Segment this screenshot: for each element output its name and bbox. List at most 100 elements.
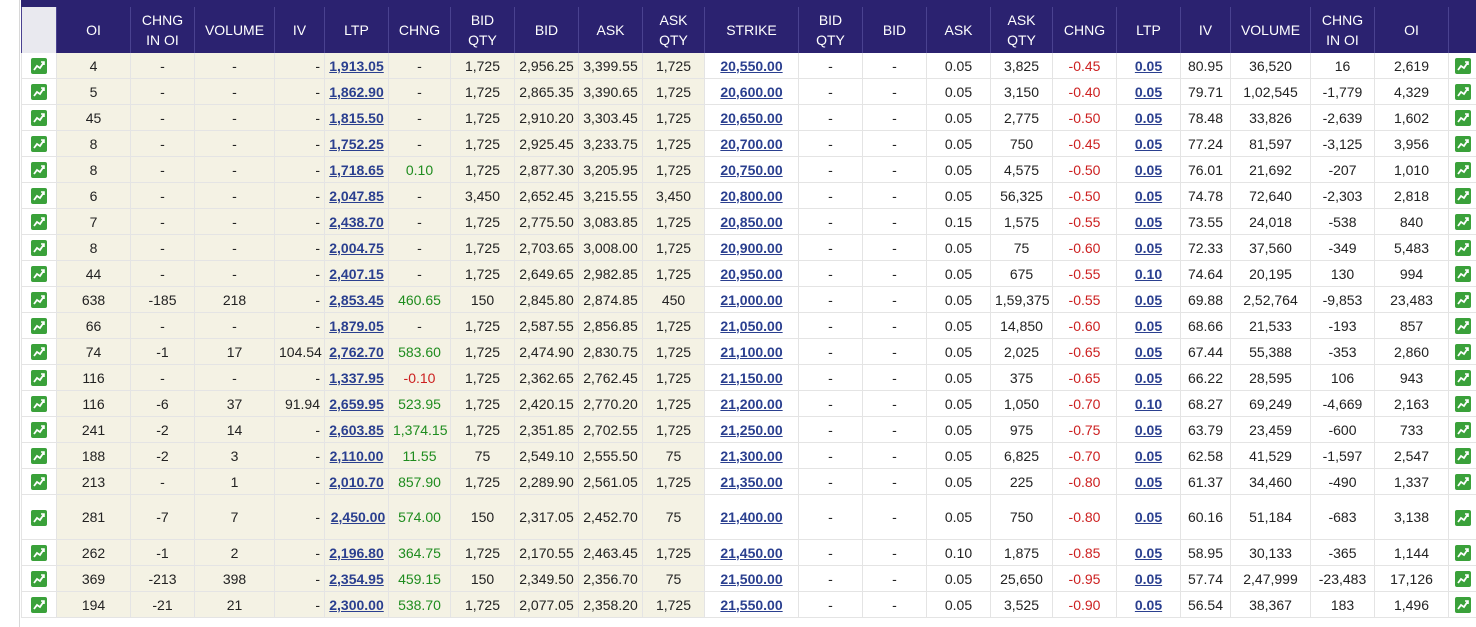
chart-line-icon[interactable] (1455, 188, 1472, 205)
put-ltp-link[interactable]: 0.05 (1134, 343, 1163, 360)
call-ltp-link[interactable]: 2,762.70 (329, 343, 384, 360)
strike-price-link[interactable]: 21,000.00 (720, 291, 783, 308)
chart-line-icon[interactable] (31, 571, 47, 588)
put-ltp-link[interactable]: 0.05 (1134, 473, 1163, 490)
call-ltp-link[interactable]: 1,815.50 (329, 109, 384, 126)
chart-line-icon[interactable] (31, 292, 47, 309)
chart-line-icon[interactable] (31, 266, 47, 283)
chart-line-icon[interactable] (1455, 509, 1472, 526)
chart-line-icon[interactable] (1455, 422, 1472, 439)
put-ltp-link[interactable]: 0.05 (1134, 57, 1163, 74)
call-ltp-link[interactable]: 2,407.15 (329, 265, 384, 282)
chart-line-icon[interactable] (1455, 318, 1472, 335)
put-ltp-link[interactable]: 0.05 (1134, 317, 1163, 334)
chart-line-icon[interactable] (31, 214, 47, 231)
call-ltp-link[interactable]: 1,913.05 (329, 57, 384, 74)
call-ltp-link[interactable]: 2,450.00 (330, 509, 386, 525)
chart-line-icon[interactable] (1455, 136, 1472, 153)
chart-line-icon[interactable] (31, 84, 47, 101)
call-ltp-link[interactable]: 2,354.95 (329, 570, 384, 587)
chart-line-icon[interactable] (31, 162, 47, 179)
strike-price-link[interactable]: 20,600.00 (720, 83, 783, 100)
put-ltp-link[interactable]: 0.05 (1134, 570, 1163, 587)
call-ltp-link[interactable]: 2,300.00 (329, 596, 384, 613)
put-ltp-link[interactable]: 0.05 (1134, 239, 1163, 256)
put-ltp-link[interactable]: 0.05 (1134, 421, 1163, 438)
call-ltp-link[interactable]: 1,752.25 (329, 135, 384, 152)
chart-line-icon[interactable] (1455, 162, 1472, 179)
chart-line-icon[interactable] (31, 370, 47, 387)
put-ltp-link[interactable]: 0.05 (1134, 369, 1163, 386)
call-ltp-link[interactable]: 2,010.70 (329, 473, 384, 490)
strike-price-link[interactable]: 20,850.00 (720, 213, 783, 230)
put-ltp-link[interactable]: 0.05 (1134, 596, 1163, 613)
strike-price-link[interactable]: 20,650.00 (720, 109, 783, 126)
strike-price-link[interactable]: 20,700.00 (720, 135, 783, 152)
chart-line-icon[interactable] (1455, 474, 1472, 491)
chart-line-icon[interactable] (1455, 58, 1472, 75)
strike-price-link[interactable]: 21,500.00 (720, 570, 783, 587)
call-ltp-link[interactable]: 2,047.85 (329, 187, 384, 204)
strike-price-link[interactable]: 21,300.00 (720, 447, 783, 464)
chart-line-icon[interactable] (31, 509, 47, 526)
chart-line-icon[interactable] (31, 396, 47, 413)
chart-line-icon[interactable] (31, 545, 47, 562)
chart-line-icon[interactable] (31, 136, 47, 153)
put-ltp-link[interactable]: 0.05 (1134, 447, 1163, 464)
strike-price-link[interactable]: 21,400.00 (720, 509, 783, 525)
put-ltp-link[interactable]: 0.05 (1134, 83, 1163, 100)
chart-line-icon[interactable] (31, 597, 47, 614)
chart-line-icon[interactable] (31, 448, 47, 465)
call-ltp-link[interactable]: 1,879.05 (329, 317, 384, 334)
strike-price-link[interactable]: 20,800.00 (720, 187, 783, 204)
chart-line-icon[interactable] (1455, 110, 1472, 127)
chart-line-icon[interactable] (1455, 448, 1472, 465)
call-ltp-link[interactable]: 2,853.45 (329, 291, 384, 308)
chart-line-icon[interactable] (31, 240, 47, 257)
strike-price-link[interactable]: 20,950.00 (720, 265, 783, 282)
chart-line-icon[interactable] (1455, 214, 1472, 231)
call-ltp-link[interactable]: 2,603.85 (329, 421, 384, 438)
call-ltp-link[interactable]: 2,438.70 (329, 213, 384, 230)
strike-price-link[interactable]: 21,100.00 (720, 343, 783, 360)
put-ltp-link[interactable]: 0.05 (1134, 544, 1163, 561)
chart-line-icon[interactable] (1455, 597, 1472, 614)
chart-line-icon[interactable] (31, 188, 47, 205)
chart-line-icon[interactable] (31, 58, 47, 75)
put-ltp-link[interactable]: 0.10 (1134, 265, 1163, 282)
strike-price-link[interactable]: 20,900.00 (720, 239, 783, 256)
call-ltp-link[interactable]: 1,862.90 (329, 83, 384, 100)
put-ltp-link[interactable]: 0.05 (1134, 213, 1163, 230)
put-ltp-link[interactable]: 0.05 (1134, 509, 1163, 525)
strike-price-link[interactable]: 21,350.00 (720, 473, 783, 490)
chart-line-icon[interactable] (1455, 545, 1472, 562)
strike-price-link[interactable]: 21,200.00 (720, 395, 783, 412)
put-ltp-link[interactable]: 0.05 (1134, 291, 1163, 308)
call-ltp-link[interactable]: 2,110.00 (329, 447, 384, 464)
chart-line-icon[interactable] (31, 344, 47, 361)
chart-line-icon[interactable] (31, 318, 47, 335)
strike-price-link[interactable]: 20,550.00 (720, 57, 783, 74)
call-ltp-link[interactable]: 1,718.65 (329, 161, 384, 178)
chart-line-icon[interactable] (1455, 292, 1472, 309)
chart-line-icon[interactable] (1455, 571, 1472, 588)
put-ltp-link[interactable]: 0.05 (1134, 187, 1163, 204)
call-ltp-link[interactable]: 2,004.75 (329, 239, 384, 256)
strike-price-link[interactable]: 21,250.00 (720, 421, 783, 438)
call-ltp-link[interactable]: 2,659.95 (329, 395, 384, 412)
chart-line-icon[interactable] (1455, 266, 1472, 283)
put-ltp-link[interactable]: 0.05 (1134, 135, 1163, 152)
strike-price-link[interactable]: 21,450.00 (720, 544, 783, 561)
chart-line-icon[interactable] (31, 422, 47, 439)
strike-price-link[interactable]: 21,150.00 (720, 369, 783, 386)
chart-line-icon[interactable] (1455, 240, 1472, 257)
call-ltp-link[interactable]: 1,337.95 (329, 369, 384, 386)
chart-line-icon[interactable] (1455, 370, 1472, 387)
strike-price-link[interactable]: 21,550.00 (720, 596, 783, 613)
put-ltp-link[interactable]: 0.10 (1134, 395, 1163, 412)
call-ltp-link[interactable]: 2,196.80 (329, 544, 384, 561)
put-ltp-link[interactable]: 0.05 (1134, 161, 1163, 178)
strike-price-link[interactable]: 20,750.00 (720, 161, 783, 178)
strike-price-link[interactable]: 21,050.00 (720, 317, 783, 334)
chart-line-icon[interactable] (31, 474, 47, 491)
